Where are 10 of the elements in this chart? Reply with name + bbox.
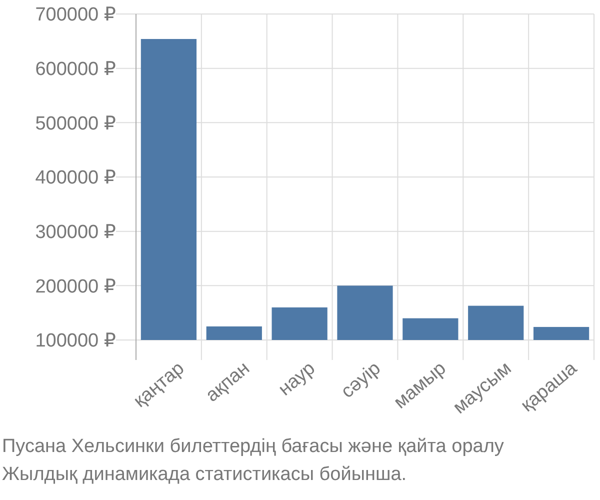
y-tick-label: 500000 ₽ [35,113,116,134]
y-tick-label: 600000 ₽ [35,58,116,80]
text: Пусана Хельсинки билеттердің бағасы және қайта оралу [2,436,504,457]
y-tick-label: 100000 ₽ [35,330,116,352]
y-tick-label: 300000 ₽ [35,222,116,243]
y-tick-label: 400000 ₽ [35,168,116,189]
y-tick-label: 200000 ₽ [35,276,116,298]
x-tick-label: наур [274,358,320,400]
text: Жылдық динамикада статистикасы бойынша. [2,464,407,485]
y-tick-label: 700000 ₽ [35,4,116,26]
